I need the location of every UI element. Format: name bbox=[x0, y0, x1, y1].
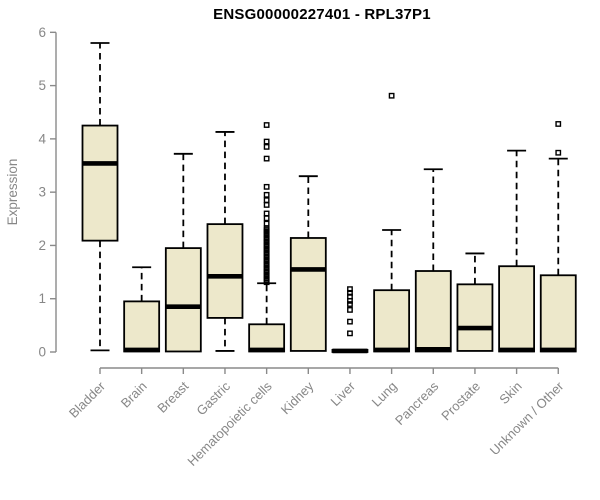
iqr-box bbox=[539, 274, 577, 353]
y-tick-label: 2 bbox=[38, 238, 46, 253]
y-tick-label: 0 bbox=[38, 345, 46, 360]
iqr-box bbox=[81, 124, 119, 242]
x-tick-label: Gastric bbox=[193, 378, 233, 418]
outlier-point bbox=[263, 202, 270, 208]
y-tick-label: 1 bbox=[38, 291, 46, 306]
y-tick-label: 3 bbox=[38, 185, 46, 200]
x-tick-label: Kidney bbox=[278, 378, 317, 417]
outlier-point bbox=[555, 149, 562, 156]
outlier-point bbox=[263, 215, 270, 222]
outlier-point bbox=[263, 122, 270, 128]
outlier-point bbox=[263, 197, 270, 204]
iqr-box bbox=[289, 237, 327, 352]
outlier-point bbox=[347, 307, 353, 313]
outlier-point bbox=[263, 138, 270, 145]
outlier-point bbox=[347, 286, 353, 293]
outlier-point bbox=[263, 220, 270, 227]
x-tick-label: Pancreas bbox=[392, 378, 442, 428]
outlier-point bbox=[263, 155, 270, 162]
outlier-point bbox=[263, 183, 270, 190]
outlier-point bbox=[263, 210, 270, 217]
x-tick-label: Bladder bbox=[66, 378, 109, 421]
x-tick-label: Unknown / Other bbox=[487, 378, 567, 458]
x-tick-label: Prostate bbox=[438, 379, 483, 424]
iqr-box bbox=[414, 270, 452, 353]
iqr-box bbox=[456, 283, 494, 352]
chart-title: ENSG00000227401 - RPL37P1 bbox=[213, 6, 431, 23]
outlier-point bbox=[388, 92, 395, 99]
outlier-point bbox=[263, 143, 270, 150]
x-tick-label: Lung bbox=[369, 379, 400, 410]
outlier-point bbox=[347, 318, 353, 325]
iqr-box bbox=[373, 289, 411, 353]
outlier-point bbox=[347, 330, 353, 337]
iqr-box bbox=[164, 247, 202, 353]
iqr-box bbox=[123, 300, 161, 353]
iqr-box bbox=[248, 323, 286, 353]
x-tick-label: Liver bbox=[328, 378, 359, 409]
iqr-box bbox=[498, 265, 536, 353]
iqr-box bbox=[206, 223, 244, 319]
y-tick-label: 5 bbox=[38, 78, 46, 93]
y-tick-label: 6 bbox=[38, 25, 46, 40]
y-tick-label: 4 bbox=[38, 131, 46, 146]
x-tick-label: Brain bbox=[118, 379, 150, 411]
outlier-point bbox=[347, 301, 353, 307]
x-tick-label: Skin bbox=[496, 379, 524, 407]
outlier-point bbox=[263, 191, 270, 198]
outlier-point bbox=[555, 121, 562, 127]
x-tick-label: Breast bbox=[154, 378, 191, 415]
